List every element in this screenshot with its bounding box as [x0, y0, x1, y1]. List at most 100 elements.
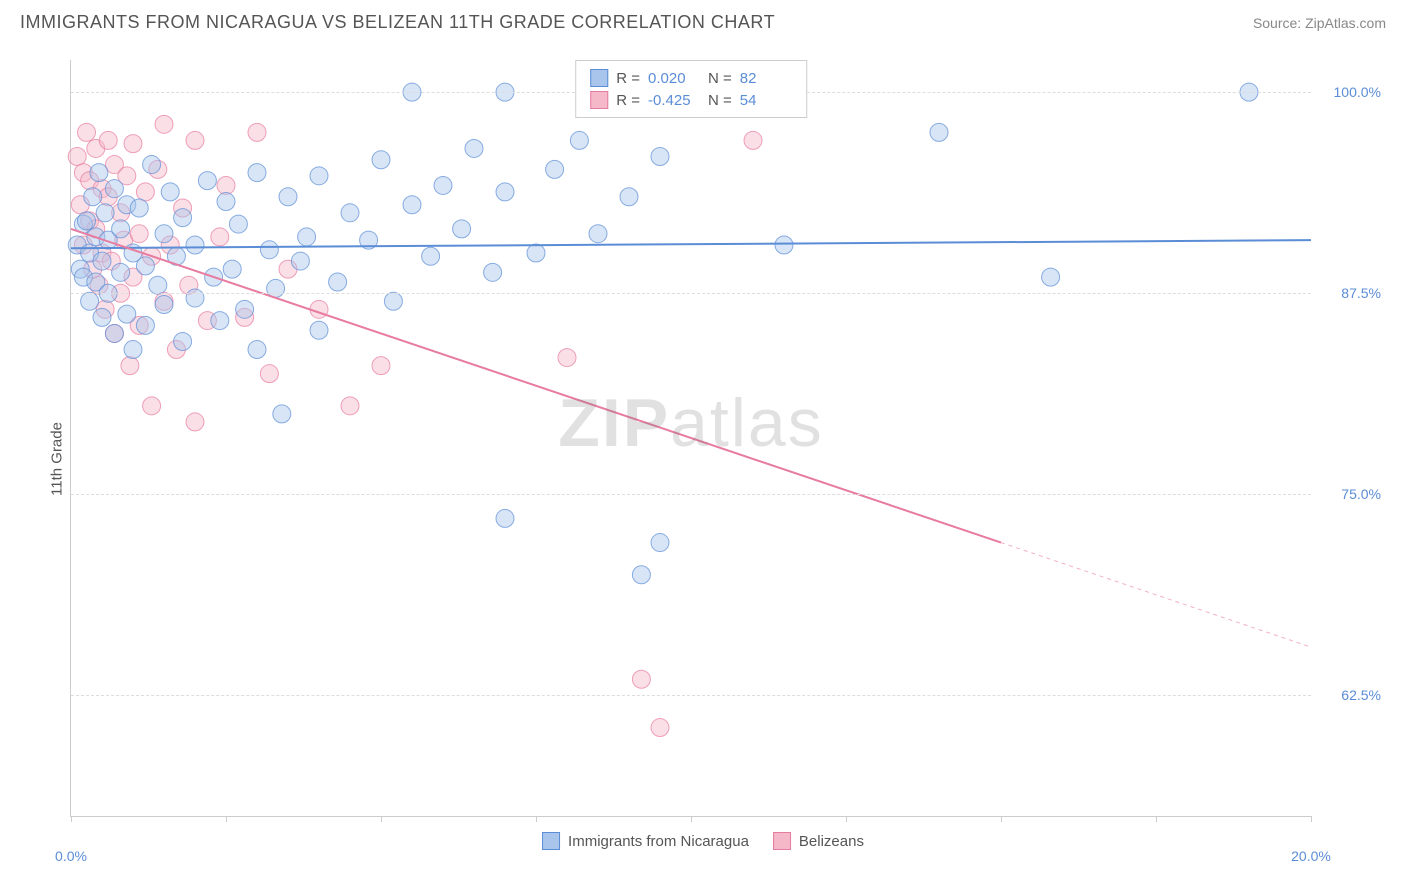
swatch-nicaragua	[590, 69, 608, 87]
scatter-point	[155, 295, 173, 313]
scatter-point	[143, 397, 161, 415]
n-value-belizeans: 54	[740, 92, 792, 109]
legend-label-belizeans: Belizeans	[799, 833, 864, 850]
scatter-point	[329, 273, 347, 291]
scatter-point	[99, 131, 117, 149]
r-value-nicaragua: 0.020	[648, 70, 700, 87]
y-tick-label: 87.5%	[1321, 285, 1381, 301]
swatch-belizeans-bottom	[773, 832, 791, 850]
scatter-point	[174, 209, 192, 227]
scatter-point	[267, 279, 285, 297]
scatter-point	[217, 176, 235, 194]
scatter-point	[136, 257, 154, 275]
scatter-point	[1042, 268, 1060, 286]
scatter-point	[121, 357, 139, 375]
scatter-point	[384, 292, 402, 310]
scatter-point	[620, 188, 638, 206]
scatter-point	[155, 225, 173, 243]
scatter-point	[260, 365, 278, 383]
scatter-point	[248, 341, 266, 359]
scatter-point	[570, 131, 588, 149]
scatter-point	[434, 176, 452, 194]
scatter-point	[372, 357, 390, 375]
scatter-point	[527, 244, 545, 262]
scatter-point	[130, 225, 148, 243]
y-tick-label: 100.0%	[1321, 84, 1381, 100]
scatter-point	[143, 156, 161, 174]
x-tick-label: 0.0%	[55, 848, 87, 864]
legend-row-belizeans: R = -0.425 N = 54	[590, 89, 792, 111]
scatter-point	[186, 236, 204, 254]
scatter-point	[186, 289, 204, 307]
scatter-point	[422, 247, 440, 265]
scatter-point	[112, 263, 130, 281]
scatter-point	[198, 172, 216, 190]
scatter-point	[310, 321, 328, 339]
scatter-point	[90, 164, 108, 182]
scatter-point	[298, 228, 316, 246]
trend-line	[71, 240, 1311, 248]
scatter-point	[149, 276, 167, 294]
scatter-point	[341, 204, 359, 222]
scatter-point	[632, 566, 650, 584]
scatter-svg	[71, 60, 1311, 816]
scatter-point	[68, 148, 86, 166]
y-tick-label: 62.5%	[1321, 687, 1381, 703]
scatter-point	[93, 252, 111, 270]
scatter-point	[589, 225, 607, 243]
scatter-point	[136, 316, 154, 334]
y-tick-label: 75.0%	[1321, 486, 1381, 502]
source-attribution: Source: ZipAtlas.com	[1253, 15, 1386, 31]
scatter-point	[236, 300, 254, 318]
scatter-point	[161, 183, 179, 201]
scatter-point	[291, 252, 309, 270]
x-tick-label: 20.0%	[1291, 848, 1331, 864]
series-legend: Immigrants from Nicaragua Belizeans	[542, 832, 864, 850]
scatter-point	[273, 405, 291, 423]
scatter-point	[96, 204, 114, 222]
scatter-point	[496, 509, 514, 527]
scatter-point	[155, 115, 173, 133]
scatter-point	[81, 292, 99, 310]
scatter-point	[217, 193, 235, 211]
scatter-point	[84, 188, 102, 206]
scatter-point	[372, 151, 390, 169]
scatter-point	[341, 397, 359, 415]
scatter-point	[930, 123, 948, 141]
scatter-point	[248, 123, 266, 141]
scatter-point	[223, 260, 241, 278]
scatter-point	[484, 263, 502, 281]
scatter-point	[651, 719, 669, 737]
trend-line	[71, 229, 1001, 543]
scatter-point	[279, 188, 297, 206]
scatter-point	[124, 341, 142, 359]
swatch-nicaragua-bottom	[542, 832, 560, 850]
legend-row-nicaragua: R = 0.020 N = 82	[590, 67, 792, 89]
scatter-point	[211, 312, 229, 330]
scatter-point	[130, 199, 148, 217]
legend-item-belizeans: Belizeans	[773, 832, 864, 850]
scatter-point	[465, 139, 483, 157]
scatter-point	[229, 215, 247, 233]
scatter-point	[105, 180, 123, 198]
scatter-point	[118, 305, 136, 323]
legend-label-nicaragua: Immigrants from Nicaragua	[568, 833, 749, 850]
chart-title: IMMIGRANTS FROM NICARAGUA VS BELIZEAN 11…	[20, 12, 775, 33]
scatter-point	[651, 534, 669, 552]
scatter-point	[651, 148, 669, 166]
scatter-point	[260, 241, 278, 259]
scatter-point	[78, 212, 96, 230]
legend-item-nicaragua: Immigrants from Nicaragua	[542, 832, 749, 850]
plot-area: ZIPatlas R = 0.020 N = 82 R = -0.425 N =…	[70, 60, 1311, 817]
trend-line-extrapolated	[1001, 543, 1311, 648]
scatter-point	[546, 160, 564, 178]
scatter-point	[186, 131, 204, 149]
chart-container: 11th Grade ZIPatlas R = 0.020 N = 82 R =…	[20, 45, 1386, 872]
scatter-point	[112, 220, 130, 238]
scatter-point	[93, 308, 111, 326]
scatter-point	[124, 135, 142, 153]
scatter-point	[558, 349, 576, 367]
scatter-point	[744, 131, 762, 149]
scatter-point	[453, 220, 471, 238]
scatter-point	[105, 324, 123, 342]
